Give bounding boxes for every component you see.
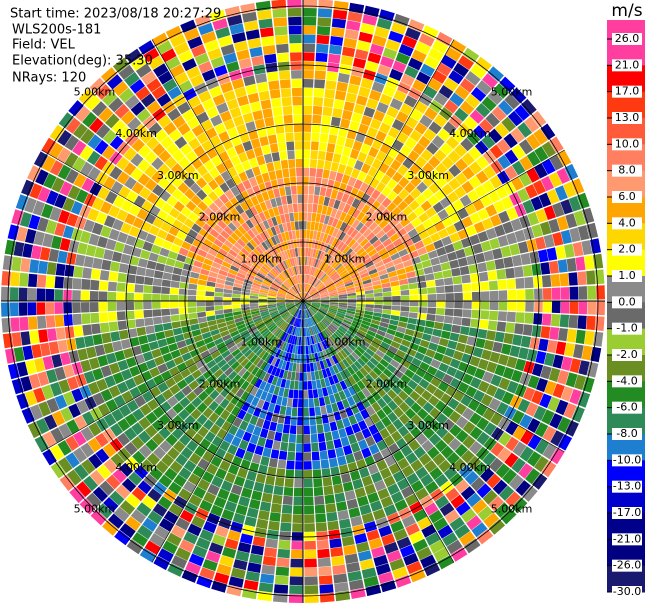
colorbar-label: -8.0 xyxy=(616,427,637,440)
colorbar-label: 6.0 xyxy=(618,190,636,203)
spoke xyxy=(302,39,455,302)
colorbar-label: -21.0 xyxy=(613,532,641,545)
velocity-cells xyxy=(1,70,604,603)
range-label: 3.00km xyxy=(407,419,449,432)
colorbar-label: 21.0 xyxy=(615,58,640,71)
colorbar-label: 10.0 xyxy=(615,137,640,150)
colorbar-label: 2.0 xyxy=(618,243,636,256)
field-name: Field: VEL xyxy=(12,38,76,53)
colorbar-label-bg xyxy=(612,138,642,151)
spoke xyxy=(41,149,304,302)
velocity-cells xyxy=(4,0,595,588)
colorbar-label-bg xyxy=(612,270,642,282)
colorbar-label: -17.0 xyxy=(613,506,641,519)
colorbar-label-bg xyxy=(612,533,642,546)
colorbar-label-bg xyxy=(612,428,642,440)
range-label: 3.00km xyxy=(407,169,449,182)
colorbar-label: -2.0 xyxy=(616,348,637,361)
range-label: 3.00km xyxy=(157,169,199,182)
colorbar-label-bg xyxy=(612,322,642,335)
range-label: 4.00km xyxy=(115,127,157,140)
colorbar-label: 1.0 xyxy=(618,269,636,282)
spoke xyxy=(302,300,565,453)
colorbar-label: -13.0 xyxy=(613,480,641,493)
elevation: Elevation(deg): 35.30 xyxy=(12,54,153,69)
spoke xyxy=(302,300,455,563)
colorbar-label: 0.0 xyxy=(618,295,636,308)
colorbar-label-bg xyxy=(612,296,642,309)
nrays: NRays: 120 xyxy=(12,71,86,86)
range-label: 3.00km xyxy=(157,419,199,432)
colorbar-label: 26.0 xyxy=(615,32,640,45)
colorbar-label-bg xyxy=(612,559,642,572)
velocity-field xyxy=(1,0,606,603)
spoke xyxy=(151,39,304,302)
colorbar-label-bg xyxy=(612,164,642,177)
colorbar-label: -6.0 xyxy=(616,401,637,414)
colorbar-label-bg xyxy=(612,243,642,256)
range-label: 4.00km xyxy=(449,461,491,474)
range-label: 1.00km xyxy=(240,336,282,349)
instrument: WLS200s-181 xyxy=(12,23,101,38)
velocity-cells xyxy=(10,9,595,603)
colorbar-label-bg xyxy=(612,480,642,493)
range-label: 1.00km xyxy=(240,252,282,265)
range-label: 5.00km xyxy=(491,503,533,516)
range-label: 2.00km xyxy=(366,211,408,224)
velocity-cells xyxy=(28,0,593,583)
velocity-cells xyxy=(27,7,604,602)
spoke xyxy=(151,300,304,563)
colorbar-unit: m/s xyxy=(611,1,642,21)
colorbar-label: -1.0 xyxy=(616,322,637,335)
velocity-cells xyxy=(16,0,597,597)
spoke xyxy=(41,300,304,453)
range-label: 1.00km xyxy=(324,252,366,265)
colorbar-label: -4.0 xyxy=(616,374,637,387)
colorbar-label-bg xyxy=(612,454,642,467)
colorbar-label-bg xyxy=(612,33,642,45)
velocity-cells xyxy=(11,8,605,600)
colorbar-label-bg xyxy=(612,112,642,124)
colorbar-label-bg xyxy=(612,375,642,388)
range-label: 5.00km xyxy=(491,85,533,98)
colorbar-label: 13.0 xyxy=(615,111,640,124)
colorbar-label: 8.0 xyxy=(618,164,636,177)
colorbar-label: -10.0 xyxy=(613,453,641,466)
range-label: 2.00km xyxy=(199,211,241,224)
colorbar-label: -30.0 xyxy=(613,585,641,598)
colorbar-label: -26.0 xyxy=(613,559,641,572)
range-label: 2.00km xyxy=(199,377,241,390)
colorbar: 26.0 21.0 17.0 13.0 10.0 8.0 6.0 4.0 2.0 1.0 0.0 -1… xyxy=(607,20,645,598)
colorbar-label-bg xyxy=(612,401,642,414)
colorbar-label-bg xyxy=(612,217,642,230)
colorbar-label-bg xyxy=(612,191,642,203)
range-label: 1.00km xyxy=(324,336,366,349)
colorbar-label-bg xyxy=(612,59,642,72)
colorbar-label: 17.0 xyxy=(615,85,640,98)
range-label: 2.00km xyxy=(366,377,408,390)
range-label: 4.00km xyxy=(449,127,491,140)
start-time: Start time: 2023/08/18 20:27:29 xyxy=(10,7,221,22)
spoke xyxy=(302,149,565,302)
colorbar-label: 4.0 xyxy=(618,216,636,229)
colorbar-label-bg xyxy=(612,85,642,98)
range-label: 5.00km xyxy=(74,85,116,98)
range-label: 5.00km xyxy=(74,503,116,516)
colorbar-label-bg xyxy=(612,507,642,519)
colorbar-label-bg xyxy=(612,586,642,598)
range-rings: 1.00km 1.00km 1.00km 1.00km 2.00km 2.00km 2.00… xyxy=(1,0,605,603)
range-label: 4.00km xyxy=(115,461,157,474)
colorbar-label-bg xyxy=(612,349,642,361)
